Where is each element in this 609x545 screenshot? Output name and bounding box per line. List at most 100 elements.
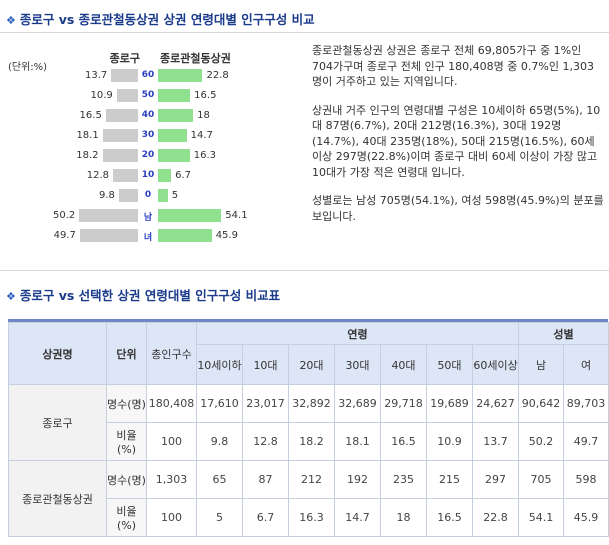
table-cell: 24,627 — [471, 384, 520, 423]
table-cell: 19,689 — [426, 384, 473, 423]
age-label: 60 — [141, 70, 155, 80]
header-age-group: 연령 — [195, 322, 520, 345]
table-cell: 16.5 — [426, 498, 473, 537]
bar-jongno — [79, 229, 138, 242]
table-cell: 6.7 — [242, 498, 289, 537]
row-area-name: 종로구 — [8, 384, 107, 461]
age-label: 50 — [141, 90, 155, 100]
left-value-label: 18.1 — [76, 130, 99, 141]
table-cell: 89,703 — [563, 384, 609, 423]
right-value-label: 5 — [171, 190, 179, 201]
left-value-label: 9.8 — [98, 190, 115, 201]
header-age-col: 40대 — [380, 344, 427, 385]
table-cell: 50.2 — [518, 422, 565, 461]
table-cell: 13.7 — [471, 422, 520, 461]
age-label: 남 — [143, 213, 153, 223]
table-cell: 49.7 — [563, 422, 609, 461]
bar-gwancheol — [158, 89, 191, 102]
unit-label: (단위:%) — [8, 62, 48, 73]
chart-row: 녀 49.7 45.9 — [0, 228, 300, 244]
bar-jongno — [118, 189, 138, 202]
header-age-col: 10세이하 — [196, 344, 243, 385]
section-title-comparison: ❖ 종로구 vs 종로관철동상권 상권 연령대별 인구구성 비교 — [6, 12, 315, 27]
bar-gwancheol — [158, 189, 168, 202]
table-cell: 29,718 — [380, 384, 427, 423]
table-cell: 23,017 — [242, 384, 289, 423]
row-area-name: 종로관철동상권 — [8, 460, 107, 537]
bar-gwancheol — [158, 149, 190, 162]
chart-row: 30 18.1 14.7 — [0, 128, 300, 144]
table-cell: 598 — [563, 460, 609, 499]
diamond-bullet-icon: ❖ — [6, 14, 16, 27]
header-age-col: 60세이상 — [471, 344, 520, 385]
table-cell: 18.1 — [334, 422, 381, 461]
header-age-col: 20대 — [288, 344, 335, 385]
description-paragraph-gender: 성별로는 남성 705명(54.1%), 여성 598명(45.9%)의 분포를… — [312, 194, 604, 223]
right-value-label: 14.7 — [190, 130, 213, 141]
right-value-label: 45.9 — [215, 230, 238, 241]
section-title-table: ❖ 종로구 vs 선택한 상권 연령대별 인구구성 비교표 — [6, 288, 281, 303]
table-cell: 18 — [380, 498, 427, 537]
table-cell: 705 — [518, 460, 565, 499]
header-gender-col: 여 — [563, 344, 609, 385]
bar-gwancheol — [158, 229, 212, 242]
chart-row: 20 18.2 16.3 — [0, 148, 300, 164]
header-gender-group: 성별 — [518, 322, 609, 345]
bar-jongno — [111, 69, 138, 82]
right-value-label: 18 — [197, 110, 210, 121]
table-cell: 22.8 — [471, 498, 520, 537]
table-cell: 212 — [288, 460, 335, 499]
divider — [0, 32, 609, 33]
chart-row: 60 13.7 22.8 — [0, 68, 300, 84]
right-value-label: 16.3 — [193, 150, 217, 161]
header-age-col: 30대 — [334, 344, 381, 385]
chart-right-header: 종로관철동상권 — [160, 52, 231, 65]
table-cell: 17,610 — [196, 384, 243, 423]
table-cell: 12.8 — [242, 422, 289, 461]
chart-row: 50 10.9 16.5 — [0, 88, 300, 104]
description-paragraph-summary: 종로관철동상권 상권은 종로구 전체 69,805가구 중 1%인 704가구며… — [312, 44, 594, 88]
table-row: 종로관철동상권 명수(명) 1,303 65 87 212 192 235 215 297 70… — [8, 460, 609, 537]
table-cell: 215 — [426, 460, 473, 499]
header-age-col: 10대 — [242, 344, 289, 385]
table-cell: 87 — [242, 460, 289, 499]
table-cell: 54.1 — [518, 498, 565, 537]
left-value-label: 18.2 — [76, 150, 99, 161]
chart-row: 남 50.2 54.1 — [0, 208, 300, 224]
header-area-name: 상권명 — [8, 322, 107, 385]
table-cell: 180,408 — [146, 384, 197, 423]
table-top-border — [8, 319, 608, 322]
table-cell: 18.2 — [288, 422, 335, 461]
bar-jongno — [113, 169, 138, 182]
bar-gwancheol — [158, 109, 194, 122]
chart-left-header: 종로구 — [109, 52, 140, 65]
table-cell: 100 — [146, 498, 197, 537]
table-cell: 16.5 — [380, 422, 427, 461]
age-label: 0 — [144, 190, 152, 200]
table-cell: 45.9 — [563, 498, 609, 537]
row-unit-ratio: 비율(%) — [106, 498, 147, 537]
bar-gwancheol — [158, 69, 203, 82]
table-cell: 16.3 — [288, 498, 335, 537]
table-row: 종로구 명수(명) 180,408 17,610 23,017 32,892 32,68… — [8, 384, 609, 461]
row-unit-count: 명수(명) — [106, 460, 147, 499]
bar-gwancheol — [158, 129, 187, 142]
bar-jongno — [102, 149, 138, 162]
table-cell: 10.9 — [426, 422, 473, 461]
table-cell: 32,689 — [334, 384, 381, 423]
chart-row: 40 16.5 18 — [0, 108, 300, 124]
table-cell: 32,892 — [288, 384, 335, 423]
age-label: 30 — [141, 130, 155, 140]
table-subheader-row: 10세이하 10대 20대 30대 40대 50대 60세이상 남 여 — [9, 344, 609, 385]
bar-jongno — [102, 129, 138, 142]
chart-row: 0 9.8 5 — [0, 188, 300, 204]
left-value-label: 16.5 — [79, 110, 102, 121]
age-label: 20 — [141, 150, 155, 160]
table-cell: 9.8 — [196, 422, 243, 461]
left-value-label: 10.9 — [90, 90, 113, 101]
header-total-population: 총인구수 — [146, 322, 197, 385]
right-value-label: 22.8 — [206, 70, 229, 81]
header-age-col: 50대 — [426, 344, 473, 385]
right-value-label: 16.5 — [194, 90, 217, 101]
left-value-label: 50.2 — [53, 210, 76, 221]
